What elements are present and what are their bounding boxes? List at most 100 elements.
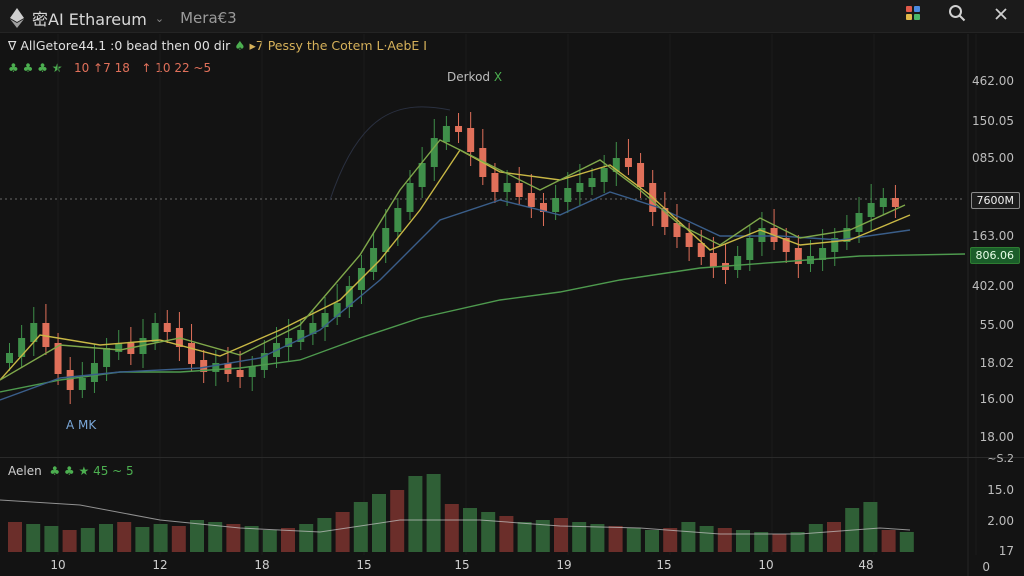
indicator-legend-2[interactable]: ♣ ♣ ♣ ★ 10 ↑7 18 ↑ 10 22 ~5 [8,61,211,75]
indicator-legend-1[interactable]: ∇ AllGetore44.1 :0 bead then 00 dir ♠ ▸7… [8,38,427,53]
volume-bar [390,490,405,552]
ma-line-mid [0,191,911,401]
volume-bar [299,524,314,552]
volume-bar [135,527,150,552]
volume-legend[interactable]: Aelen ♣ ♣ ★ 45 ~ 5 [8,464,134,478]
volume-ma-line [0,499,911,535]
volume-bar [608,526,623,552]
volume-axis-label: 15.0 [987,483,1014,497]
candle-body [212,363,220,372]
volume-bar [80,528,95,552]
volume-bar [99,524,113,552]
time-axis-label: 18 [254,558,270,572]
volume-bar [408,476,423,552]
candle-body [90,363,98,382]
top-bar: 密AI Ethareum ⌄ Mera€3 [0,0,1024,33]
indicator-value: 10 [155,61,171,75]
candle-body [285,338,293,347]
candle-body [588,178,596,187]
volume-bar [699,526,714,552]
indicator-value: ~5 [193,61,212,75]
symbol-selector[interactable]: 密AI Ethareum ⌄ Mera€3 [10,6,237,30]
candle-body [758,228,766,242]
candle-body [30,323,38,342]
overlay-close-icon[interactable]: X [493,70,503,84]
candle-body [297,330,305,342]
indicator-arrow: ↑ [141,61,152,75]
collapse-icon[interactable]: ∇ [8,38,17,53]
candle-body [515,183,523,197]
volume-bar [226,524,241,552]
ma-line-slow [0,253,966,393]
time-axis-label: 10 [50,558,66,572]
candle-body [78,378,86,390]
time-axis-label: 12 [152,558,168,572]
volume-bar [481,512,496,552]
volume-bar [863,502,878,552]
candle-body [552,198,560,212]
volume-bar [899,532,914,552]
candle-body [600,168,608,182]
price-axis-label: 16.00 [979,392,1014,406]
candle-body [321,313,329,327]
candle-body [685,233,693,247]
candle-body [309,323,317,334]
volume-bar [44,526,59,552]
volume-bar [190,520,204,552]
candle-body [248,366,256,377]
bollinger-band [329,106,451,201]
marker-icon: ♠ [234,38,246,53]
volume-bar [317,518,332,552]
price-axis-label: 462.00 [972,74,1014,88]
volume-bar [262,530,277,552]
time-axis-label: 19 [556,558,572,572]
volume-bar [117,522,132,552]
volume-bar [645,530,659,552]
volume-bar [463,508,477,552]
volume-bar [244,526,259,552]
volume-bar [499,516,514,552]
volume-bar [754,532,769,552]
volume-bar [426,474,441,552]
symbol-title: 密AI Ethareum [32,10,147,29]
volume-bar [790,532,805,552]
volume-icons: ♣ ♣ ★ [49,464,90,478]
volume-axis-label: 2.00 [987,514,1014,528]
time-axis-label: 48 [858,558,874,572]
price-axis-label: 18.00 [979,430,1014,444]
candle-body [163,323,171,332]
volume-bar [808,524,823,552]
volume-bar [8,522,22,552]
price-axis-label: 163.00 [972,229,1014,243]
candle-body [18,338,26,357]
search-icon[interactable] [946,4,968,27]
candle-body [382,228,390,252]
candle-body [260,353,268,370]
candle-body [370,248,378,272]
candle-body [624,158,632,167]
candle-body [236,370,244,377]
volume-bar [26,524,41,552]
candle-body [491,173,499,192]
interval-label[interactable]: Mera€3 [180,9,237,27]
ma-line-faster [0,139,906,381]
candle-body [54,343,62,374]
candle-body [200,360,208,372]
price-axis-label: 402.00 [972,279,1014,293]
candle-body [333,303,341,317]
volume-bar [572,522,587,552]
indicator-warning-text: ▸7 Pessy the Cotem L·AebE I [249,38,427,53]
time-axis-label: 15 [656,558,672,572]
volume-bar [881,530,896,552]
candle-body [819,248,827,260]
close-icon[interactable] [990,5,1012,26]
pane-divider[interactable] [0,457,1024,458]
indicator-value: 22 [174,61,190,75]
candle-body [188,343,196,364]
volume-bar [590,524,605,552]
chevron-down-icon[interactable]: ⌄ [154,11,165,25]
colorful-apps-icon[interactable] [902,5,924,26]
volume-label: Aelen [8,464,42,478]
volume-axis-label: ~S.2 [987,452,1014,465]
